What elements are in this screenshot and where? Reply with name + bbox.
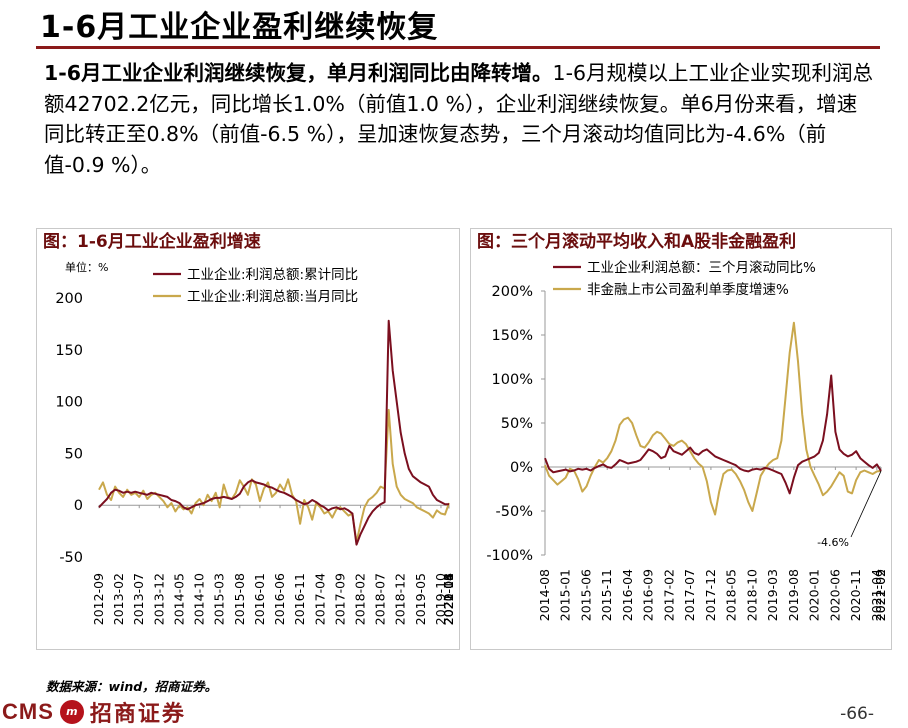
x-tick-label: 2014-05 [171, 573, 186, 625]
y-tick-label: 100 [55, 395, 83, 411]
y-tick-label: 0% [510, 460, 533, 476]
y-tick-label: 100% [492, 372, 533, 388]
x-tick-label: 2015-06 [578, 569, 593, 621]
legend-label: 工业企业利润总额：三个月滚动同比% [587, 259, 816, 276]
y-tick-label: -50 [59, 550, 83, 566]
x-tick-label: 2016-11 [292, 573, 307, 625]
legend-label: 工业企业:利润总额:累计同比 [187, 266, 358, 283]
y-tick-label: 50% [501, 416, 533, 432]
series-line-1 [544, 321, 882, 516]
x-tick-label: 2020-01 [807, 569, 822, 621]
brand-logo: CMS m 招商证券 [2, 697, 186, 727]
brand-cms: CMS [2, 699, 54, 724]
x-tick-label: 2020-08 [441, 573, 456, 625]
y-tick-label: 200% [492, 284, 533, 300]
x-tick-label: 2018-07 [373, 573, 388, 625]
y-tick-label: 150 [55, 343, 83, 359]
summary-lead: 1-6月工业企业利润继续恢复，单月利润同比由降转增。 [44, 61, 553, 85]
x-tick-label: 2016-09 [641, 569, 656, 621]
x-tick-label: 2013-07 [131, 573, 146, 625]
x-tick-label: 2022-04 [441, 573, 456, 625]
x-tick-label: 2022-02 [873, 569, 888, 621]
x-tick-label: 2018-12 [393, 573, 408, 625]
x-tick-label: 2021-06 [441, 573, 456, 625]
series-line-0 [544, 374, 882, 495]
x-tick-label: 2021-01 [441, 573, 456, 625]
x-tick-label: 2013-02 [111, 573, 126, 625]
series-line-0 [98, 319, 449, 546]
chart-rolling-vs-ashare-plot: -100% -50% 0% 50% 100% 150% 200% 2014-08 2015-01… [486, 259, 888, 621]
unit-label: 单位：% [65, 260, 108, 274]
annotation-label: -4.6% [817, 536, 849, 549]
x-tick-label: 2016-01 [252, 573, 267, 625]
x-tick-label: 2020-11 [848, 569, 863, 621]
page-number: -66- [840, 704, 874, 724]
chart-title: 图：1-6月工业企业盈利增速 [43, 232, 261, 252]
x-tick-label: 2014-08 [537, 569, 552, 621]
x-tick-label: 2015-08 [232, 573, 247, 625]
series-line-1 [98, 408, 450, 544]
y-tick-label: 50 [65, 446, 83, 462]
x-tick-label: 2017-12 [703, 569, 718, 621]
chart-rolling-vs-ashare: 图：三个月滚动平均收入和A股非金融盈利 -100% -50% 0% 50% 100% 15… [470, 228, 892, 650]
x-tick-label: 2018-02 [352, 573, 367, 625]
x-tick-label: 2015-01 [558, 569, 573, 621]
x-tick-label: 2020-03 [441, 573, 456, 625]
x-tick-label: 2016-06 [272, 573, 287, 625]
x-tick-label: 2016-04 [620, 569, 635, 621]
annotation-leader [850, 470, 882, 538]
x-tick-label: 2017-02 [661, 569, 676, 621]
x-tick-label: 2020-06 [827, 569, 842, 621]
brand-name: 招商证券 [89, 702, 186, 727]
x-tick-label: 2017-04 [312, 573, 327, 625]
legend-label: 非金融上市公司盈利单季度增速% [587, 281, 789, 298]
page-title: 1-6月工业企业盈利继续恢复 [40, 10, 439, 45]
chart-profit-growth-plot: 单位：% -50 0 50 100 150 200 2012-09 2013-02 2013-07… [55, 260, 456, 625]
x-tick-label: 2021-09 [873, 569, 888, 621]
y-tick-label: -50% [496, 504, 533, 520]
x-tick-label: 2019-05 [413, 573, 428, 625]
x-tick-label: 2014-10 [192, 573, 207, 625]
x-tick-label: 2019-08 [786, 569, 801, 621]
legend-label: 工业企业:利润总额:当月同比 [187, 288, 358, 305]
x-tick-label: 2017-07 [682, 569, 697, 621]
y-tick-label: -100% [486, 548, 533, 564]
brand-emblem-icon: m [59, 700, 84, 724]
summary-body: 1-6月规模以上工业企业实现利润总额42702.2亿元，同比增长1.0%（前值1… [44, 61, 874, 177]
x-tick-label: 2013-12 [151, 573, 166, 625]
y-tick-label: 200 [55, 291, 83, 307]
x-tick-label: 2017-09 [332, 573, 347, 625]
x-tick-label: 2019-10 [433, 573, 448, 625]
y-tick-label: 150% [492, 328, 533, 344]
x-tick-label: 2012-09 [91, 573, 106, 625]
x-tick-label: 2018-05 [724, 569, 739, 621]
chart-title: 图：三个月滚动平均收入和A股非金融盈利 [477, 232, 797, 252]
x-tick-label: 2015-03 [212, 573, 227, 625]
x-tick-label: 2019-03 [765, 569, 780, 621]
chart-profit-growth: 图：1-6月工业企业盈利增速 单位：% -50 0 50 100 150 200 2012-0… [36, 228, 460, 650]
x-tick-label: 2015-11 [599, 569, 614, 621]
y-tick-label: 0 [74, 498, 83, 514]
summary-paragraph: 1-6月工业企业利润继续恢复，单月利润同比由降转增。1-6月规模以上工业企业实现… [44, 58, 874, 180]
x-tick-label: 2018-10 [744, 569, 759, 621]
title-rule [36, 46, 880, 49]
source-note: 数据来源：wind，招商证券。 [46, 679, 218, 694]
x-tick-label: 2021-04 [869, 569, 884, 621]
x-tick-label: 2021-11 [441, 573, 456, 625]
